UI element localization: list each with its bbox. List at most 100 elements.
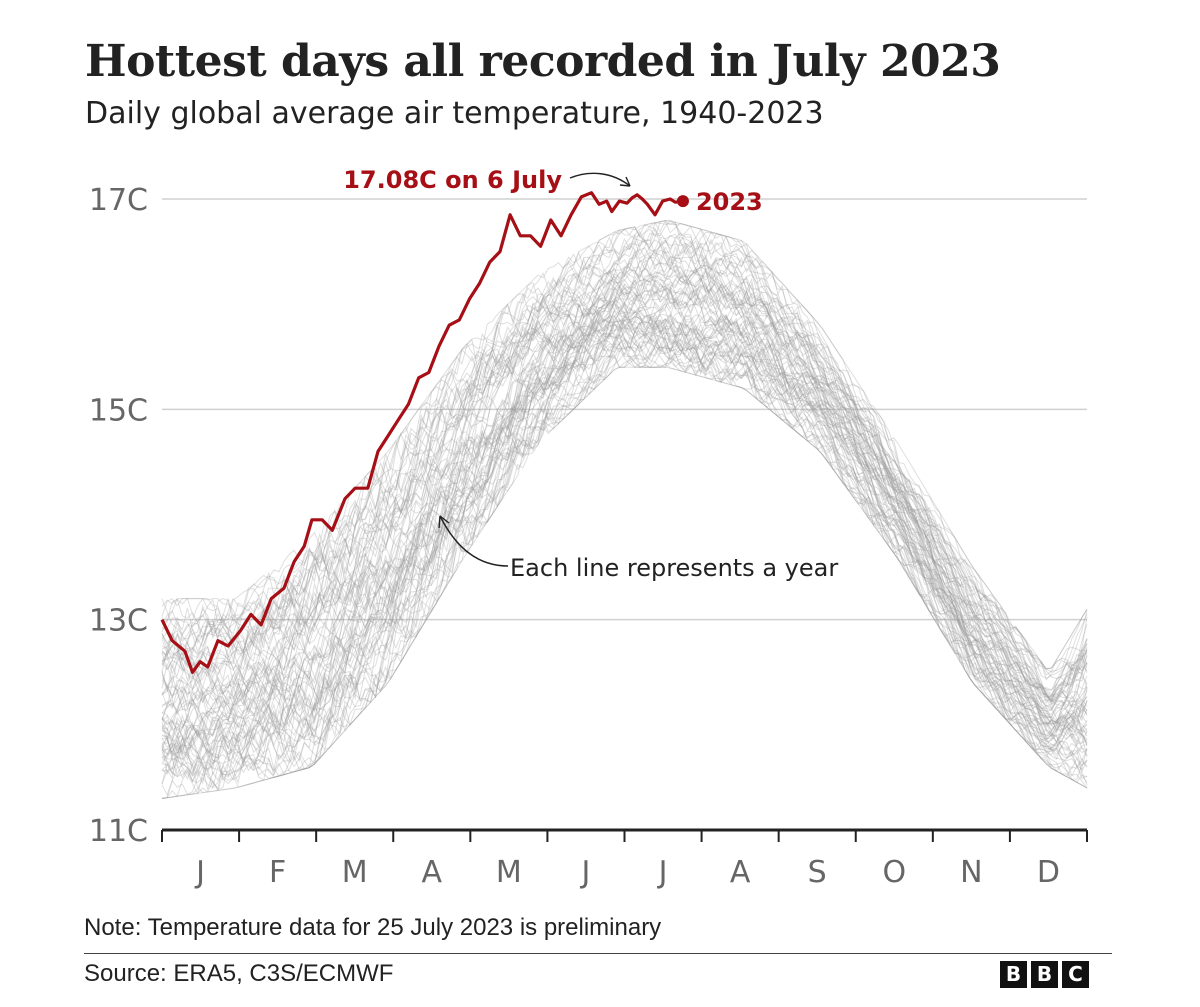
history-year-line (161, 239, 1088, 679)
history-year-line (161, 222, 1088, 673)
bbc-logo-letter: B (1000, 961, 1027, 988)
history-annotation-label: Each line represents a year (510, 554, 838, 582)
history-year-line (161, 227, 1088, 670)
history-year-line (161, 351, 1088, 799)
history-arrowhead (438, 515, 450, 529)
history-year-line (161, 266, 1088, 707)
gridlines (162, 198, 1087, 621)
history-year-line (161, 280, 1088, 731)
history-year-line (161, 289, 1088, 747)
peak-annotation-label: 17.08C on 6 July (343, 166, 562, 194)
history-year-line (161, 308, 1088, 785)
peak-arrow (569, 172, 631, 187)
history-year-line (161, 301, 1088, 736)
history-year-line (161, 332, 1088, 780)
history-year-line (161, 257, 1088, 737)
y-tick-label: 17C (89, 183, 148, 218)
history-year-line (161, 281, 1088, 761)
history-year-line (161, 265, 1088, 715)
history-year-line (161, 290, 1088, 727)
x-tick-label: N (960, 855, 982, 890)
history-year-line (161, 283, 1088, 719)
x-tick-label: D (1037, 855, 1060, 890)
chart-title: Hottest days all recorded in July 2023 (85, 36, 1001, 87)
history-year-line (161, 248, 1088, 699)
history-year-line (161, 318, 1088, 785)
history-year-line (161, 281, 1088, 721)
bbc-logo: B B C (1000, 961, 1089, 988)
history-year-line (161, 261, 1088, 691)
bbc-logo-letter: C (1062, 961, 1089, 988)
x-tick-label: J (657, 855, 668, 890)
history-year-line (161, 302, 1088, 761)
x-tick-label: J (194, 855, 205, 890)
x-tick-label: J (580, 855, 591, 890)
history-year-line (161, 266, 1088, 727)
history-year-line (161, 289, 1088, 732)
history-year-line (161, 264, 1088, 705)
history-year-line (161, 264, 1088, 777)
history-year-line (161, 366, 1088, 799)
historical-year-lines (161, 219, 1088, 799)
history-year-line (161, 260, 1088, 685)
annotations: 17.08C on 6 July 2023 Each line represen… (343, 166, 838, 582)
series-2023-label: 2023 (696, 188, 763, 216)
history-year-line (161, 236, 1088, 709)
history-year-line (161, 316, 1088, 789)
history-year-line (161, 342, 1088, 790)
history-year-line (161, 314, 1088, 769)
series-2023 (160, 191, 689, 674)
history-year-line (161, 220, 1088, 670)
y-tick-label: 15C (89, 393, 148, 428)
history-year-line (161, 337, 1088, 799)
history-year-line (161, 240, 1088, 703)
bbc-logo-letter: B (1031, 961, 1058, 988)
history-year-line (161, 309, 1088, 754)
history-year-line (161, 236, 1088, 705)
history-year-line (161, 273, 1088, 715)
history-year-line (161, 302, 1088, 773)
history-year-line (161, 224, 1088, 702)
history-year-line (161, 306, 1088, 743)
x-tick-label: M (342, 855, 368, 890)
history-year-line (161, 269, 1088, 732)
y-axis-tick-labels: 17C 15C 13C 11C (89, 183, 148, 849)
history-year-line (161, 220, 1088, 703)
x-tick-label: A (730, 855, 751, 890)
chart-subtitle: Daily global average air temperature, 19… (85, 96, 824, 131)
history-year-line (161, 226, 1088, 706)
y-tick-label: 11C (89, 814, 148, 849)
x-tick-label: M (496, 855, 522, 890)
x-tick-label: S (808, 855, 827, 890)
source-credit: Source: ERA5, C3S/ECMWF (84, 960, 394, 987)
history-year-line (161, 234, 1088, 681)
x-tick-label: A (422, 855, 443, 890)
history-year-line (161, 330, 1088, 789)
history-year-line (161, 325, 1088, 799)
history-year-line (161, 266, 1088, 724)
x-tick-label: F (269, 855, 286, 890)
history-year-line (161, 238, 1088, 691)
history-year-line (161, 307, 1088, 792)
history-year-line (161, 332, 1088, 789)
history-year-line (161, 249, 1088, 696)
history-year-line (161, 330, 1088, 799)
history-year-line (161, 302, 1088, 757)
history-year-line (161, 308, 1088, 777)
history-year-line (161, 305, 1088, 728)
history-year-line (161, 247, 1088, 704)
history-year-line (161, 326, 1088, 770)
history-year-line (161, 330, 1088, 779)
history-year-line (161, 289, 1088, 777)
history-year-line (161, 272, 1088, 741)
history-year-line (161, 302, 1088, 779)
history-year-line (161, 220, 1088, 670)
history-year-line (161, 313, 1088, 785)
footnote: Note: Temperature data for 25 July 2023 … (84, 914, 662, 941)
history-year-line (161, 331, 1088, 751)
history-year-line (161, 220, 1088, 676)
history-year-line (161, 335, 1088, 785)
history-year-line (161, 315, 1088, 756)
history-year-line (161, 219, 1088, 701)
